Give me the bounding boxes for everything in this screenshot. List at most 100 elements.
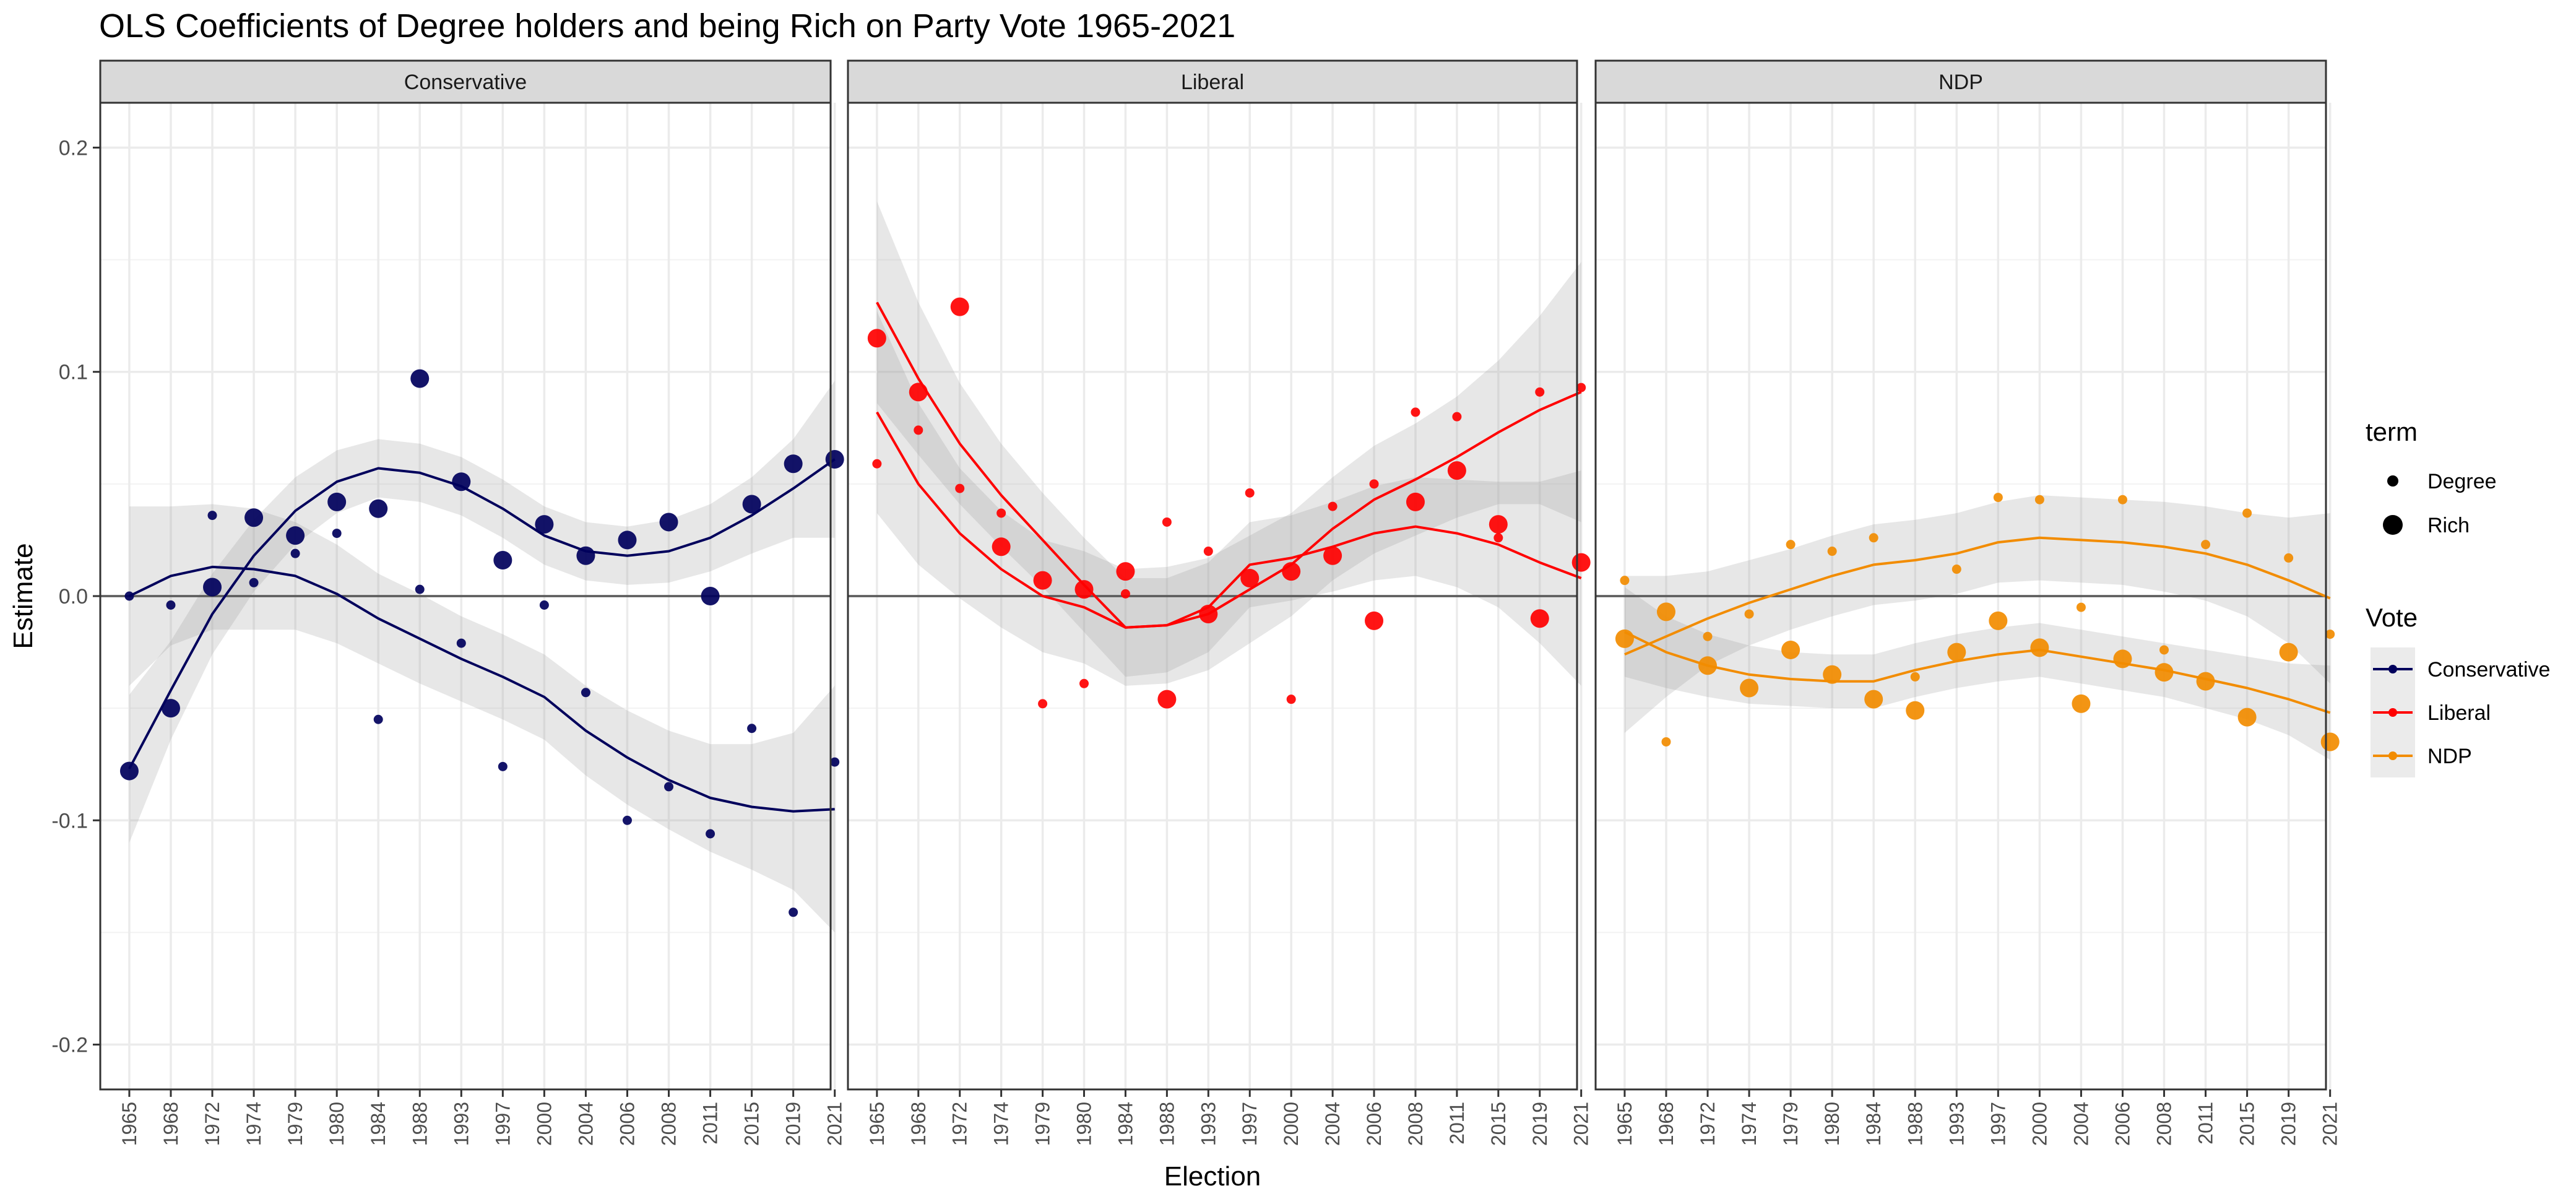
- x-tick-label: 2008: [1404, 1102, 1427, 1146]
- point-degree-1993: [456, 638, 466, 648]
- point-degree-1988: [415, 584, 425, 594]
- point-rich-1972: [1698, 656, 1718, 675]
- x-axis-title: Election: [1164, 1161, 1261, 1192]
- point-rich-1988: [1157, 690, 1177, 709]
- point-rich-1997: [1989, 611, 2008, 630]
- strip-conservative: [99, 59, 832, 104]
- x-tick-label: 1974: [990, 1102, 1013, 1146]
- point-rich-1984: [1116, 562, 1135, 581]
- x-tick-label: 2006: [1363, 1102, 1385, 1146]
- point-rich-1980: [1823, 665, 1842, 684]
- point-degree-2019: [1535, 387, 1545, 397]
- x-tick-label: 1984: [1862, 1102, 1885, 1146]
- point-degree-1974: [249, 578, 259, 587]
- point-rich-1997: [493, 551, 512, 570]
- point-rich-2006: [618, 530, 637, 550]
- point-rich-2021: [1571, 553, 1591, 572]
- point-rich-2021: [825, 450, 844, 469]
- smooth-line-degree: [129, 565, 835, 813]
- point-rich-1993: [452, 472, 471, 491]
- x-tick-label: 1988: [1904, 1102, 1926, 1146]
- point-degree-1988: [1162, 517, 1172, 527]
- x-tick-label: 2019: [1529, 1102, 1551, 1146]
- x-tick-label: 1979: [1779, 1102, 1802, 1146]
- point-degree-2004: [2076, 602, 2086, 612]
- point-degree-1997: [498, 761, 508, 771]
- x-tick-label: 1980: [1073, 1102, 1096, 1146]
- legend-key-degree: [2387, 475, 2398, 487]
- point-rich-2008: [659, 513, 678, 532]
- x-tick-label: 2000: [2028, 1102, 2051, 1146]
- point-degree-2000: [2034, 495, 2044, 504]
- panel-liberal: Liberal 1965 1968 1972 1974 1979 1980 1984 1988…: [847, 59, 1593, 1146]
- point-degree-1968: [166, 600, 176, 610]
- point-degree-2021: [2325, 630, 2335, 639]
- strip-label-conservative: Conservative: [404, 71, 527, 94]
- point-rich-2006: [1365, 611, 1384, 630]
- points-conservative: [119, 369, 844, 917]
- legend-label-rich: Rich: [2427, 514, 2470, 537]
- point-rich-1972: [203, 578, 222, 597]
- point-rich-1974: [244, 508, 264, 527]
- panel-border-liberal: [847, 102, 1578, 1091]
- x-tick-label: 1972: [949, 1102, 971, 1146]
- confidence-band-degree: [1624, 495, 2330, 733]
- x-tick-label: 2000: [1280, 1102, 1302, 1146]
- point-degree-2021: [830, 757, 840, 767]
- confidence-band-rich: [876, 201, 1581, 686]
- lines-liberal: [876, 301, 1582, 629]
- point-rich-2011: [2196, 672, 2215, 691]
- point-degree-2000: [539, 600, 549, 610]
- legend: term Degree Rich Vote Conservative Liber…: [2366, 417, 2550, 777]
- point-rich-2011: [701, 587, 720, 605]
- point-degree-1979: [290, 548, 300, 558]
- point-degree-2015: [747, 724, 757, 734]
- x-tick-label: 2006: [616, 1102, 639, 1146]
- point-rich-1965: [119, 761, 139, 781]
- points-ndp: [1615, 493, 2340, 751]
- point-rich-2019: [2279, 643, 2298, 662]
- point-rich-1974: [992, 537, 1011, 556]
- x-ticks-ndp: 1965 1968 1972 1974 1979 1980 1984 1988 1993 1997…: [1614, 1089, 2341, 1146]
- x-tick-label: 2004: [1321, 1102, 1344, 1146]
- x-tick-label: 1968: [160, 1102, 182, 1146]
- x-tick-label: 1972: [201, 1102, 223, 1146]
- legend-label-ndp: NDP: [2427, 745, 2472, 768]
- x-tick-label: 1993: [1197, 1102, 1219, 1146]
- strip-liberal: [847, 59, 1578, 104]
- point-degree-1979: [1038, 699, 1048, 709]
- point-degree-2008: [664, 782, 674, 792]
- legend-term-title: term: [2366, 417, 2418, 446]
- point-rich-2004: [2072, 694, 2091, 713]
- x-tick-label: 1997: [491, 1102, 514, 1146]
- point-rich-1980: [327, 492, 347, 511]
- point-degree-2015: [1493, 533, 1503, 543]
- point-rich-2015: [742, 495, 761, 514]
- x-tick-label: 1974: [1738, 1102, 1760, 1146]
- x-tick-label: 1984: [1114, 1102, 1136, 1146]
- x-tick-label: 2021: [824, 1102, 846, 1146]
- panel-ndp: NDP 1965 1968 1972 1974 1979 1980 1984 1988 1993…: [1594, 59, 2341, 1146]
- x-tick-label: 1974: [243, 1102, 265, 1146]
- point-rich-1988: [410, 369, 430, 388]
- x-tick-label: 2015: [1487, 1102, 1510, 1146]
- x-tick-label: 2019: [782, 1102, 805, 1146]
- point-degree-1988: [1910, 672, 1920, 682]
- panel-border-ndp: [1594, 102, 2327, 1091]
- point-degree-2011: [1452, 412, 1462, 422]
- point-degree-2011: [2201, 540, 2211, 550]
- point-rich-1974: [1740, 678, 1759, 698]
- confidence-band-rich: [129, 381, 835, 843]
- x-tick-label: 2021: [1570, 1102, 1593, 1146]
- x-tick-label: 2011: [2195, 1102, 2217, 1145]
- point-rich-2019: [1530, 609, 1549, 628]
- x-tick-label: 1993: [450, 1102, 472, 1146]
- point-degree-1972: [955, 483, 965, 493]
- point-degree-1974: [996, 508, 1006, 518]
- smooth-line-rich: [876, 301, 1582, 629]
- point-rich-2008: [2155, 663, 2174, 682]
- point-degree-1965: [1620, 576, 1630, 586]
- smooth-line-degree: [1624, 536, 2331, 656]
- point-rich-2021: [2320, 732, 2340, 751]
- point-rich-1979: [1781, 640, 1800, 659]
